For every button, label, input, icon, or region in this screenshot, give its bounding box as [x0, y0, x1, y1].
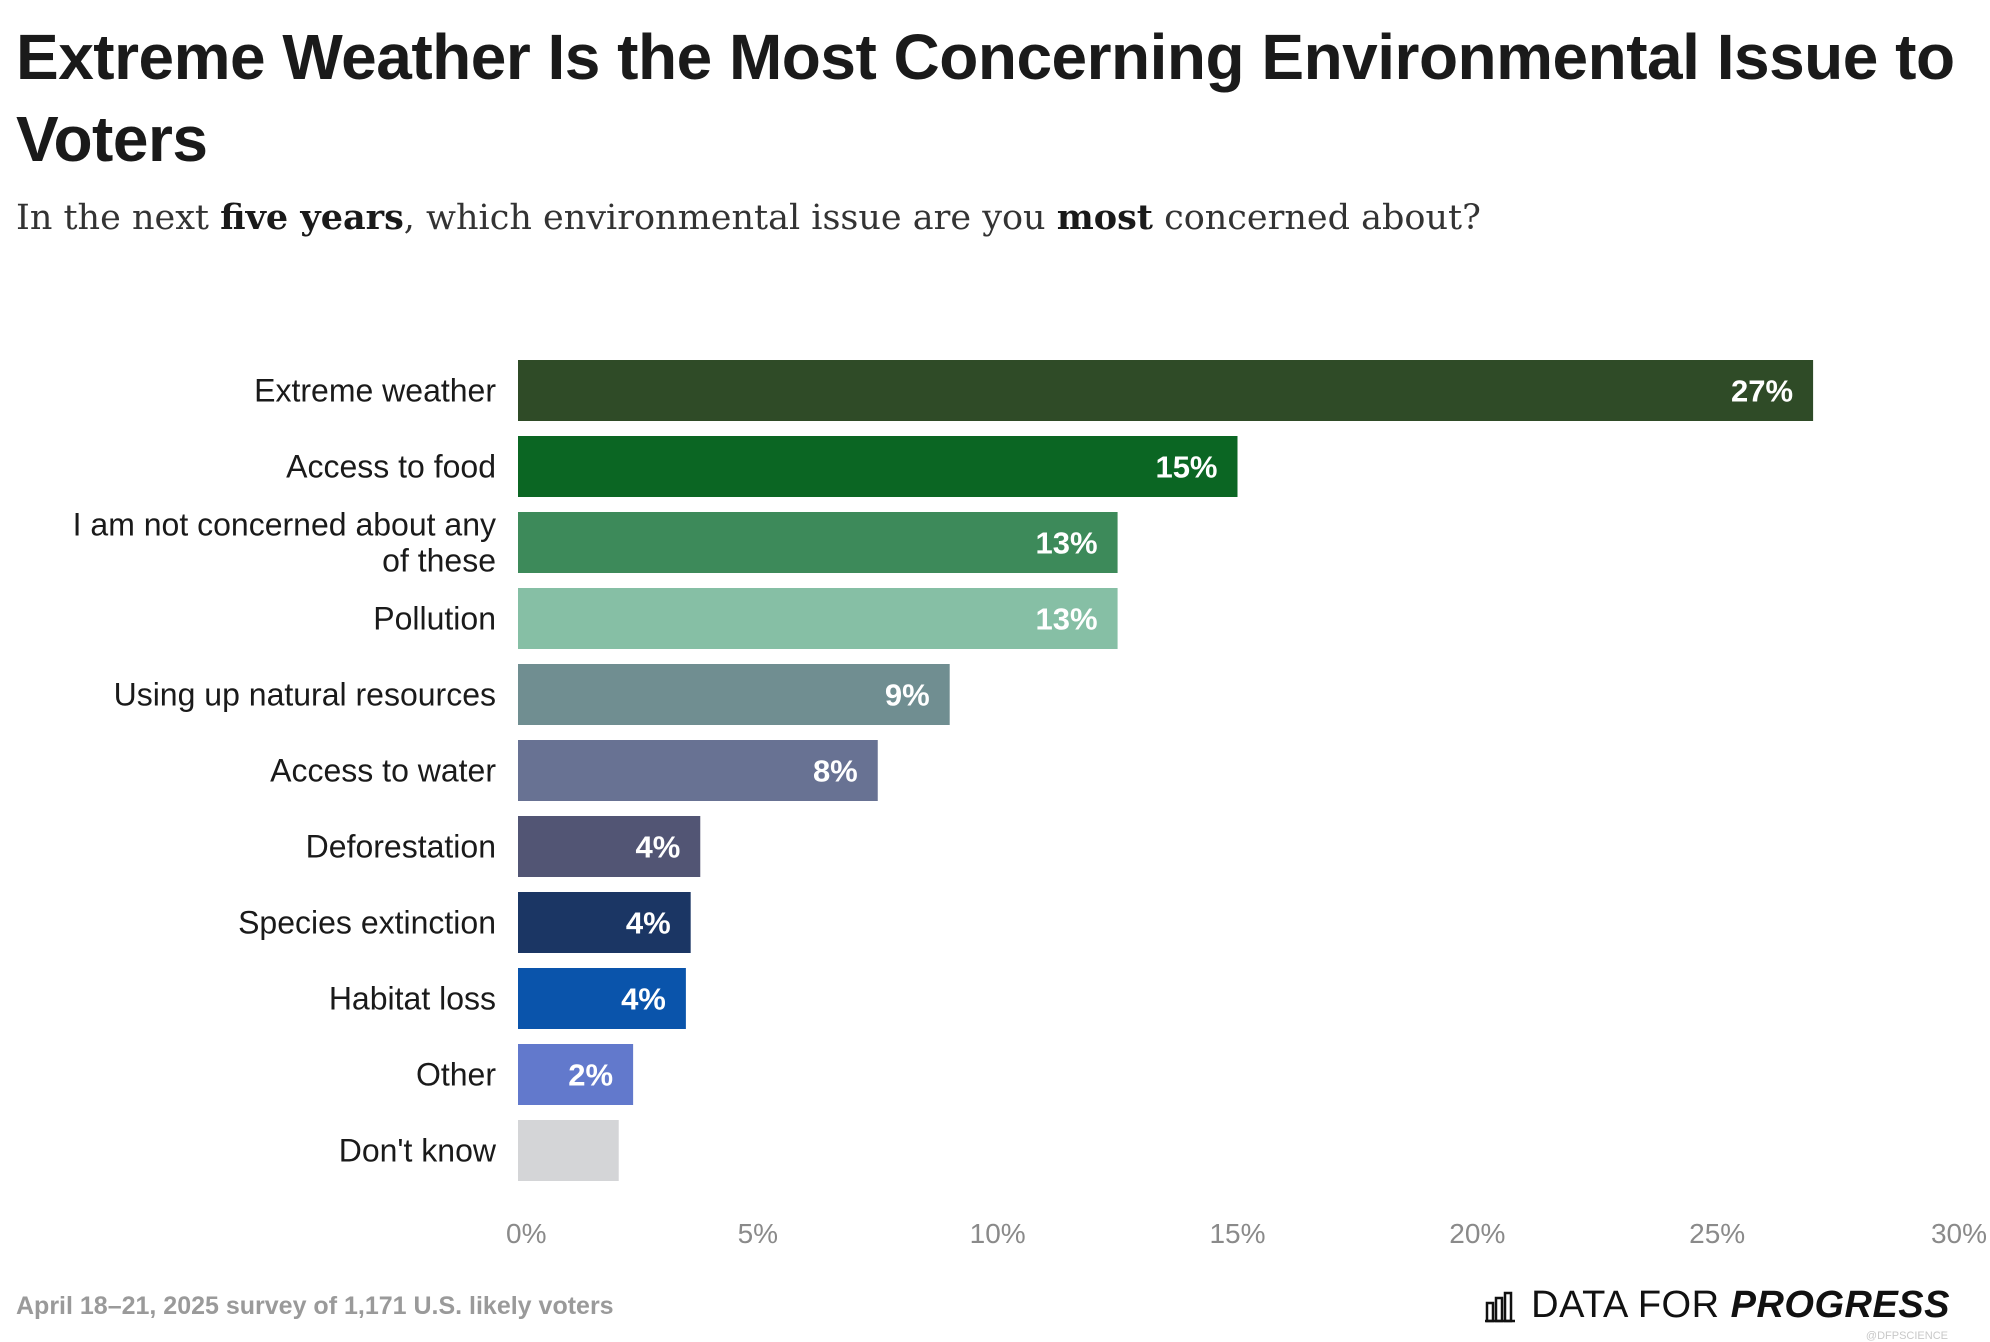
- bar-chart: Extreme weather 27% Access to food 15% I am …: [73, 360, 1987, 1249]
- logo-plain: DATA FOR: [1531, 1284, 1731, 1326]
- value-label: 4%: [626, 906, 671, 941]
- subtitle-part: , which environmental issue are you: [403, 198, 1057, 238]
- category-label: Species extinction: [238, 905, 496, 941]
- value-label: 15%: [1155, 450, 1217, 485]
- bar: [518, 892, 691, 953]
- subtitle-emphasis: most: [1056, 197, 1153, 238]
- bar: [518, 588, 1118, 649]
- category-label: Don't know: [339, 1133, 497, 1169]
- logo-text: DATA FOR PROGRESS: [1531, 1284, 1950, 1327]
- value-label: 8%: [813, 754, 858, 789]
- x-tick-label: 25%: [1689, 1218, 1745, 1249]
- x-tick-label: 30%: [1931, 1218, 1987, 1249]
- subtitle-part: In the next: [16, 198, 221, 238]
- category-label: of these: [382, 543, 496, 579]
- x-tick-label: 5%: [738, 1218, 778, 1249]
- bar: [518, 1120, 619, 1181]
- chart-title: Extreme Weather Is the Most Concerning E…: [16, 21, 1955, 175]
- value-label: 13%: [1036, 526, 1098, 561]
- value-label: 4%: [635, 830, 680, 865]
- bar-chart-icon: [1485, 1291, 1516, 1322]
- data-for-progress-logo: DATA FOR PROGRESS: [1485, 1284, 1950, 1327]
- bar: [518, 968, 686, 1029]
- value-label: 4%: [621, 982, 666, 1017]
- category-label: Access to water: [270, 753, 496, 789]
- x-tick-label: 10%: [970, 1218, 1026, 1249]
- bar: [518, 740, 878, 801]
- bar: [518, 1044, 634, 1105]
- bar: [518, 664, 950, 725]
- bar: [518, 436, 1238, 497]
- category-label: I am not concerned about any: [73, 507, 496, 543]
- category-label: Extreme weather: [254, 373, 496, 409]
- x-tick-label: 15%: [1209, 1218, 1265, 1249]
- credit-text: @DFPSCIENCE: [1865, 1330, 1948, 1342]
- chart-subtitle: In the next five years, which environmen…: [16, 196, 1481, 240]
- subtitle-part: concerned about?: [1152, 198, 1481, 238]
- source-note: April 18–21, 2025 survey of 1,171 U.S. l…: [16, 1292, 614, 1320]
- category-label: Pollution: [373, 601, 496, 637]
- category-label: Access to food: [286, 449, 496, 485]
- category-label: Other: [416, 1057, 496, 1093]
- value-label: 9%: [885, 678, 930, 713]
- bar: [518, 816, 701, 877]
- value-label: 27%: [1731, 374, 1793, 409]
- value-label: 2%: [568, 1058, 613, 1093]
- value-label: 13%: [1036, 602, 1098, 637]
- category-label: Using up natural resources: [114, 677, 496, 713]
- category-label: Habitat loss: [329, 981, 496, 1017]
- bar: [518, 360, 1814, 421]
- x-tick-label: 20%: [1449, 1218, 1505, 1249]
- category-label: Deforestation: [306, 829, 496, 865]
- logo-strong: PROGRESS: [1730, 1284, 1950, 1326]
- bar: [518, 512, 1118, 573]
- x-tick-label: 0%: [506, 1218, 546, 1249]
- subtitle-emphasis: five years: [220, 197, 404, 238]
